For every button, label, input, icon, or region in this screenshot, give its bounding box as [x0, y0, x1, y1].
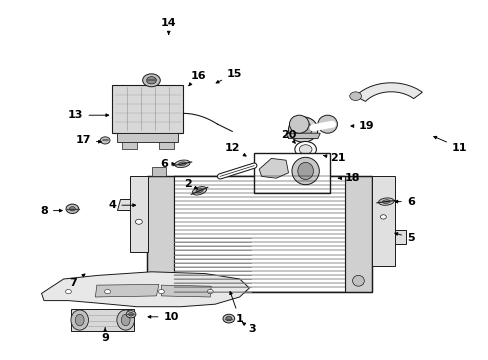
- Ellipse shape: [378, 198, 393, 205]
- Polygon shape: [355, 83, 422, 102]
- Circle shape: [380, 215, 386, 219]
- Bar: [371, 176, 394, 266]
- Bar: [146, 176, 371, 292]
- Ellipse shape: [71, 310, 88, 330]
- Circle shape: [126, 311, 136, 318]
- Text: 16: 16: [188, 71, 205, 86]
- Ellipse shape: [121, 314, 130, 326]
- Polygon shape: [259, 158, 288, 178]
- Bar: [151, 167, 166, 176]
- Text: 10: 10: [148, 312, 179, 322]
- Text: 9: 9: [101, 328, 109, 343]
- Ellipse shape: [196, 189, 203, 193]
- Ellipse shape: [289, 115, 308, 133]
- Bar: [173, 176, 344, 292]
- Circle shape: [142, 74, 160, 87]
- Polygon shape: [95, 284, 159, 297]
- Text: 13: 13: [68, 110, 108, 120]
- Circle shape: [66, 204, 79, 213]
- Bar: [71, 309, 134, 331]
- Circle shape: [294, 141, 316, 157]
- Ellipse shape: [174, 160, 190, 168]
- Bar: [146, 176, 173, 292]
- Text: 5: 5: [394, 233, 414, 243]
- Polygon shape: [161, 285, 211, 297]
- Polygon shape: [394, 230, 405, 244]
- Text: 3: 3: [242, 323, 255, 334]
- Ellipse shape: [178, 162, 186, 166]
- Text: 1: 1: [229, 292, 243, 324]
- Circle shape: [135, 219, 142, 224]
- Circle shape: [104, 289, 110, 294]
- Ellipse shape: [349, 92, 361, 100]
- Polygon shape: [159, 142, 173, 149]
- Circle shape: [207, 289, 213, 294]
- Text: 8: 8: [40, 206, 62, 216]
- Circle shape: [65, 289, 71, 294]
- Text: 11: 11: [433, 136, 467, 153]
- Polygon shape: [117, 133, 178, 142]
- Text: 18: 18: [338, 173, 359, 183]
- Circle shape: [223, 314, 234, 323]
- Bar: [254, 153, 329, 193]
- Circle shape: [100, 137, 110, 144]
- Ellipse shape: [288, 117, 317, 142]
- Ellipse shape: [352, 275, 364, 286]
- Circle shape: [146, 77, 156, 84]
- Ellipse shape: [291, 157, 319, 185]
- Bar: [112, 85, 183, 133]
- Bar: [344, 176, 371, 292]
- Text: 4: 4: [108, 200, 135, 210]
- Ellipse shape: [382, 200, 389, 203]
- Ellipse shape: [294, 122, 311, 138]
- Text: 20: 20: [280, 130, 296, 143]
- Circle shape: [299, 145, 311, 154]
- Ellipse shape: [117, 310, 134, 330]
- Polygon shape: [285, 133, 320, 139]
- Text: 2: 2: [184, 179, 197, 189]
- Circle shape: [69, 207, 75, 211]
- Ellipse shape: [75, 314, 84, 326]
- Text: 15: 15: [216, 69, 242, 83]
- Ellipse shape: [297, 162, 313, 180]
- Text: 17: 17: [75, 135, 101, 145]
- Circle shape: [128, 312, 133, 316]
- Text: 21: 21: [323, 153, 345, 163]
- Bar: [129, 176, 148, 252]
- Text: 6: 6: [160, 159, 174, 169]
- Polygon shape: [117, 199, 129, 210]
- Circle shape: [158, 289, 164, 294]
- Text: 7: 7: [69, 274, 85, 288]
- Text: 19: 19: [350, 121, 374, 131]
- Text: 12: 12: [224, 143, 245, 156]
- Ellipse shape: [317, 115, 337, 133]
- Polygon shape: [122, 142, 137, 149]
- Ellipse shape: [192, 186, 206, 195]
- Polygon shape: [41, 272, 249, 307]
- Circle shape: [225, 316, 231, 321]
- Text: 6: 6: [394, 197, 414, 207]
- Text: 14: 14: [161, 18, 176, 34]
